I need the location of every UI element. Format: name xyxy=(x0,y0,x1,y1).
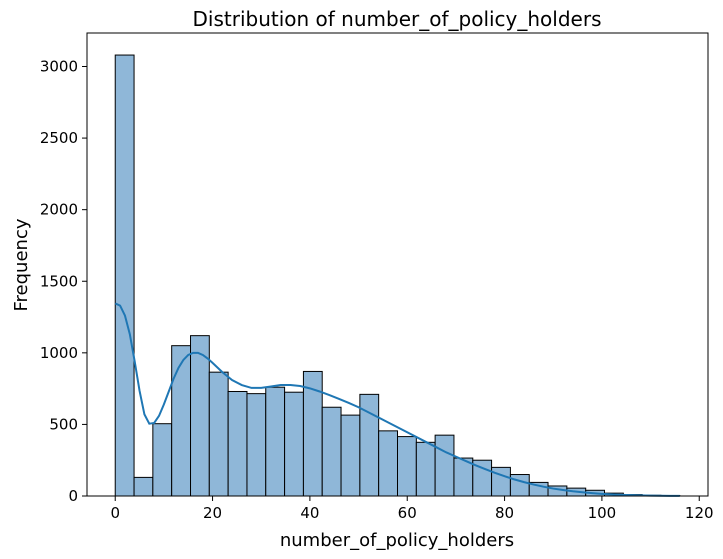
y-tick-label: 2500 xyxy=(40,129,78,147)
x-tick-label: 0 xyxy=(110,504,120,522)
y-tick-label: 2000 xyxy=(40,201,78,219)
histogram-bar-4 xyxy=(190,335,210,497)
x-tick-label: 120 xyxy=(685,504,714,522)
histogram-bar-12 xyxy=(340,414,361,497)
histogram-bar-3 xyxy=(171,345,192,497)
histogram-bar-21 xyxy=(509,474,530,497)
plot-frame xyxy=(86,32,709,497)
histogram-bar-1 xyxy=(133,476,154,497)
bars-layer xyxy=(114,54,681,497)
histogram-bar-8 xyxy=(265,386,286,497)
y-tick-label: 0 xyxy=(68,487,78,505)
histogram-bar-7 xyxy=(246,393,267,497)
y-tick-label: 3000 xyxy=(40,58,78,76)
y-axis-label: Frequency xyxy=(11,218,32,311)
x-tick-label: 40 xyxy=(300,504,319,522)
histogram-bar-11 xyxy=(321,406,342,497)
y-axis-ticks: 0 500 1000 1500 2000 2500 3000 xyxy=(40,58,87,505)
histogram-bar-14 xyxy=(378,430,398,497)
histogram-bar-2 xyxy=(152,423,173,497)
x-axis-ticks: 0 20 40 60 80 100 120 xyxy=(110,496,714,522)
histogram-bar-0 xyxy=(114,54,135,497)
x-tick-label: 20 xyxy=(203,504,222,522)
x-tick-label: 100 xyxy=(588,504,617,522)
chart-title: Distribution of number_of_policy_holders xyxy=(193,7,602,31)
histogram-bar-16 xyxy=(415,441,436,497)
histogram-bar-5 xyxy=(208,371,229,497)
y-tick-label: 500 xyxy=(49,415,78,433)
kde-line xyxy=(114,302,680,497)
histogram-bar-6 xyxy=(227,390,248,497)
histogram-bar-17 xyxy=(434,434,455,497)
y-tick-label: 1000 xyxy=(40,344,78,362)
histogram-bar-15 xyxy=(397,436,417,497)
x-tick-label: 60 xyxy=(398,504,417,522)
y-tick-label: 1500 xyxy=(40,272,78,290)
x-tick-label: 80 xyxy=(495,504,514,522)
histogram-bar-9 xyxy=(284,391,304,497)
x-axis-label: number_of_policy_holders xyxy=(280,530,514,551)
kde-layer xyxy=(114,302,680,497)
